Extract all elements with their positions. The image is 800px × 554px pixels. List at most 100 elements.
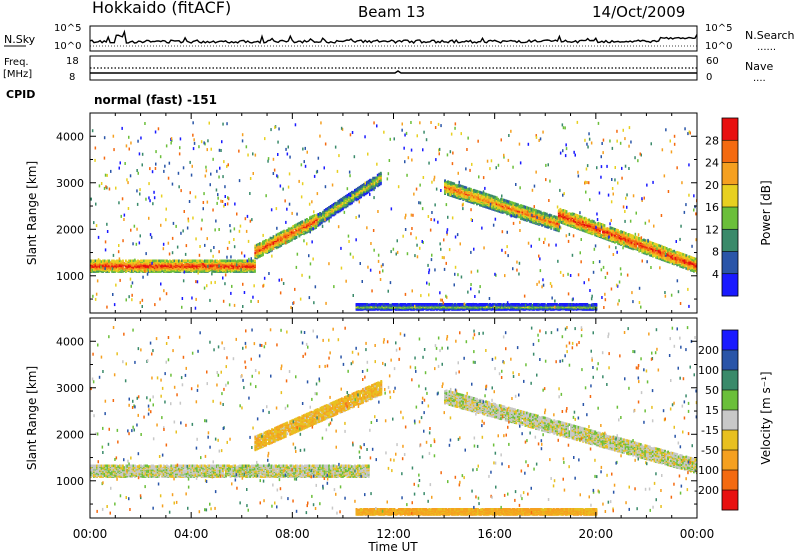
heatmap-cell [472,201,475,205]
heatmap-cell [688,265,691,268]
heatmap-cell [465,190,468,193]
heatmap-cell [653,242,656,246]
heatmap-cell [588,218,591,222]
heatmap-cell [123,267,126,271]
heatmap-cell [170,267,173,270]
heatmap-cell [173,267,176,270]
heatmap-cell [212,260,215,263]
heatmap-cell [257,245,260,248]
heatmap-cell [571,219,574,222]
heatmap-cell [222,267,224,271]
heatmap-cell [683,253,686,257]
heatmap-cell [219,263,221,267]
heatmap-cell [361,303,364,306]
heatmap-cell [114,260,117,263]
heatmap-cell [317,217,320,220]
heatmap-cell [229,262,232,265]
heatmap-cell [190,263,193,267]
heatmap-cell [226,259,229,263]
heatmap-cell [642,243,645,247]
heatmap-cell [373,180,376,184]
heatmap-cell [358,193,361,196]
heatmap-cell [557,214,560,217]
heatmap-cell [268,245,271,249]
heatmap-cell [325,208,328,211]
heatmap-cell [548,217,551,221]
heatmap-cell [191,263,194,267]
heatmap-cell [255,243,258,247]
heatmap-cell [428,303,431,306]
heatmap-cell [553,215,556,218]
heatmap-cell [495,196,498,199]
heatmap-cell [317,218,320,222]
heatmap-cell [445,183,448,187]
heatmap-cell [346,193,349,197]
heatmap-cell [93,270,95,273]
heatmap-cell [459,189,462,192]
freq-label-1: Freq. [4,57,29,68]
heatmap-cell [677,256,680,259]
heatmap-cell [686,255,689,259]
heatmap-cell [603,227,606,230]
heatmap-cell [307,219,310,222]
heatmap-cell [507,200,510,203]
heatmap-cell [278,239,281,242]
heatmap-cell [459,187,462,190]
heatmap-cell [144,265,147,268]
heatmap-cell [99,259,102,263]
heatmap-cell [253,267,256,270]
heatmap-cell [506,203,509,207]
heatmap-cell [693,257,695,260]
heatmap-cell [214,259,217,263]
heatmap-cell [159,264,162,268]
heatmap-cell [306,230,308,234]
heatmap-cell [150,259,153,263]
heatmap-cell [309,227,311,230]
heatmap-cell [137,259,139,263]
heatmap-cell [351,192,353,196]
heatmap-cell [323,209,326,212]
heatmap-cell [448,180,451,184]
heatmap-cell [577,214,580,218]
heatmap-cell [451,194,454,198]
heatmap-cell [375,181,378,185]
heatmap-cell [284,229,287,233]
heatmap-cell [665,253,668,256]
heatmap-cell [293,231,296,234]
heatmap-cell [691,268,694,271]
heatmap-cell [542,211,545,215]
heatmap-cell [595,223,598,226]
heatmap-cell [570,214,572,218]
heatmap-cell [450,181,453,184]
heatmap-cell [109,265,112,268]
heatmap-cell [235,270,238,273]
heatmap-cell [559,210,562,214]
heatmap-cell [462,185,465,188]
heatmap-cell [355,192,358,195]
heatmap-cell [516,203,519,206]
heatmap-cell [290,234,293,238]
heatmap-cell [408,303,411,306]
heatmap-cell [450,188,453,191]
heatmap-cell [410,303,413,306]
heatmap-cell [627,237,630,240]
heatmap-cell [252,264,255,268]
heatmap-cell [503,209,506,213]
heatmap-cell [328,210,331,213]
heatmap-cell [516,207,519,210]
heatmap-cell [205,267,208,270]
heatmap-cell [307,229,310,232]
heatmap-cell [576,221,579,224]
heatmap-cell [642,238,645,242]
heatmap-cell [524,209,527,213]
heatmap-cell [580,215,583,219]
heatmap-cell [296,227,299,231]
heatmap-cell [592,220,595,223]
heatmap-cell [627,233,630,236]
heatmap-cell [413,303,416,306]
heatmap-cell [114,267,117,270]
heatmap-cell [295,235,298,238]
heatmap-cell [664,256,667,259]
heatmap-cell [194,262,197,266]
heatmap-cell [184,259,187,263]
